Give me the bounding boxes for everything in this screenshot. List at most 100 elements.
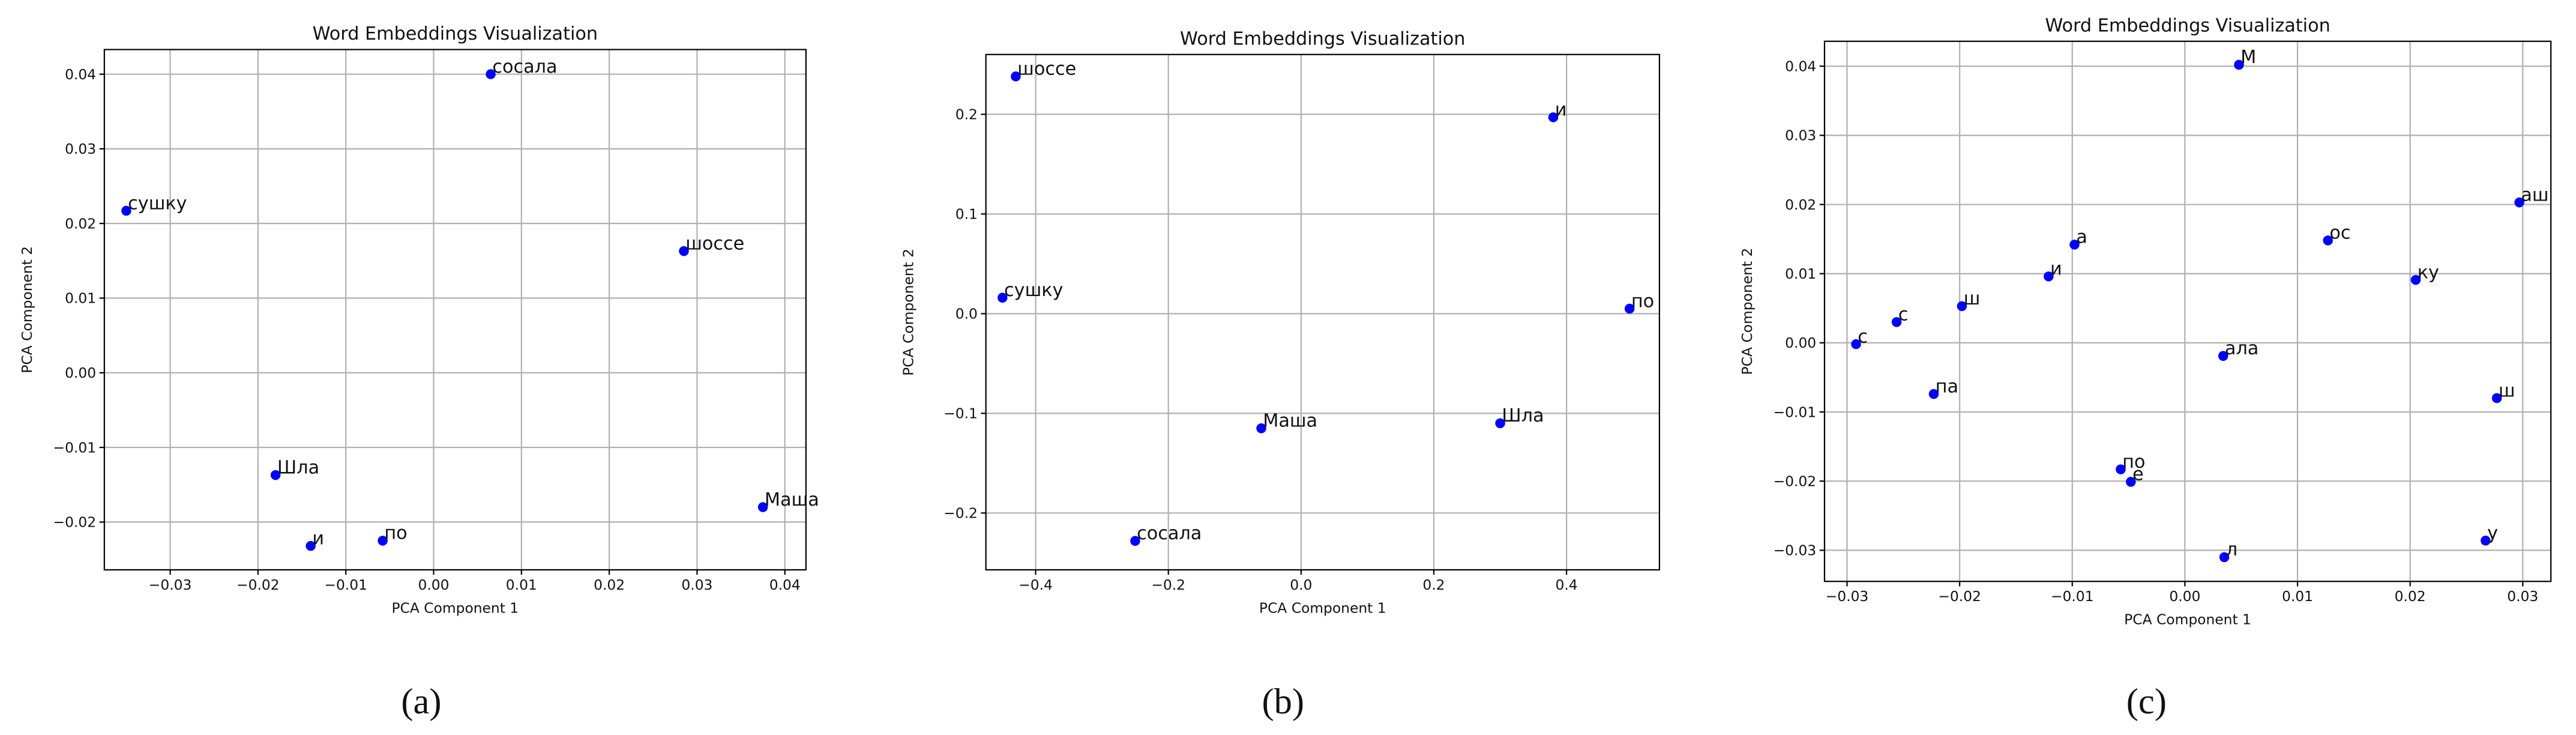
x-tick-label: 0.01 (506, 576, 537, 593)
point (378, 536, 388, 546)
y-tick-label: 0.04 (1785, 58, 1816, 74)
x-tick-label: 0.4 (1556, 576, 1578, 593)
point-label: сосала (492, 56, 557, 77)
point (2218, 351, 2228, 361)
point (1957, 301, 1967, 312)
plot-frame (103, 49, 807, 571)
x-tick-label: 0.2 (1422, 576, 1445, 593)
y-tick-label: −0.2 (943, 505, 978, 522)
y-tick-label: 0.03 (1785, 127, 1816, 144)
x-tick-label: −0.2 (1151, 576, 1185, 593)
point (757, 502, 768, 512)
point (305, 540, 316, 551)
point-label: по (384, 523, 407, 544)
y-axis-label: PCA Component 2 (19, 246, 35, 374)
point (1130, 536, 1140, 546)
x-tick-label: 0.0 (1290, 576, 1312, 593)
point-label: и (312, 528, 324, 549)
point (486, 69, 496, 79)
x-axis-label: PCA Component 1 (1259, 599, 1386, 616)
point (1011, 71, 1021, 82)
point-label: сушку (1004, 280, 1063, 301)
x-tick-label: −0.4 (1019, 576, 1053, 593)
point (2410, 274, 2421, 285)
point-label: Маша (765, 489, 819, 510)
point (2481, 535, 2491, 546)
point-label: аш (2521, 184, 2548, 205)
point-label: па (1936, 376, 1958, 397)
y-tick-label: 0.00 (65, 364, 96, 381)
y-tick-label: 0.04 (65, 66, 96, 83)
chart-title: Word Embeddings Visualization (2045, 15, 2330, 36)
point-label: и (2050, 259, 2062, 280)
plot-frame (985, 53, 1660, 571)
y-tick-label: 0.02 (65, 215, 96, 232)
point (1928, 389, 1939, 399)
point (121, 205, 131, 216)
y-axis-label: PCA Component 2 (900, 249, 917, 376)
y-tick-label: 0.01 (65, 290, 96, 307)
point (2514, 197, 2524, 208)
caption: (c) (2126, 682, 2167, 722)
point (1256, 423, 1266, 434)
point-label: а (2076, 227, 2087, 248)
point-label: шоссе (685, 233, 744, 254)
y-tick-label: 0.00 (1785, 334, 1816, 351)
x-tick-label: 0.02 (2395, 588, 2426, 605)
point-label: сушку (128, 193, 187, 214)
x-tick-label: −0.01 (2051, 588, 2094, 605)
plot-frame (1823, 40, 2552, 582)
y-tick-label: −0.02 (53, 514, 97, 531)
point-label: с (1898, 304, 1909, 325)
x-tick-label: −0.01 (324, 576, 367, 593)
chart-title: Word Embeddings Visualization (1180, 28, 1465, 49)
y-tick-label: 0.03 (65, 141, 96, 157)
point (2069, 240, 2080, 250)
point-label: у (2487, 523, 2498, 544)
y-axis-label: PCA Component 2 (1739, 248, 1756, 375)
x-tick-label: −0.03 (149, 576, 192, 593)
point (998, 292, 1008, 303)
x-tick-label: −0.03 (1826, 588, 1869, 605)
point-label: ш (1964, 288, 1981, 309)
point-label: по (2122, 452, 2145, 473)
x-axis-label: PCA Component 1 (2124, 611, 2251, 628)
point-label: Шла (1502, 405, 1544, 426)
point (1891, 317, 1902, 327)
point (1548, 112, 1559, 122)
point (2234, 59, 2244, 70)
y-tick-label: −0.01 (1774, 404, 1817, 420)
x-tick-label: −0.02 (236, 576, 280, 593)
x-tick-label: 0.00 (418, 576, 449, 593)
y-tick-label: −0.02 (1774, 473, 1817, 489)
x-tick-label: 0.02 (594, 576, 625, 593)
point-label: шоссе (1017, 59, 1076, 80)
point (1624, 303, 1635, 314)
y-tick-label: 0.02 (1785, 196, 1816, 213)
point-label: ку (2418, 262, 2439, 283)
point (2126, 477, 2136, 487)
x-tick-label: 0.00 (2169, 588, 2200, 605)
caption: (b) (1262, 682, 1304, 722)
point-label: Шла (277, 457, 319, 478)
point-label: л (2226, 539, 2237, 560)
point-label: е (2132, 464, 2144, 485)
x-tick-label: 0.03 (2507, 588, 2538, 605)
y-tick-label: 0.2 (955, 106, 978, 123)
y-tick-label: −0.03 (1774, 542, 1817, 559)
point (1851, 339, 1861, 349)
point (2044, 271, 2054, 282)
x-tick-label: −0.02 (1938, 588, 1981, 605)
point (2491, 393, 2502, 404)
y-tick-label: 0.01 (1785, 265, 1816, 282)
x-tick-label: 0.03 (681, 576, 712, 593)
y-tick-label: −0.1 (943, 405, 978, 422)
y-tick-label: −0.01 (53, 439, 97, 456)
point (270, 470, 281, 480)
point-label: по (1631, 291, 1654, 312)
point-label: сосала (1137, 523, 1202, 544)
point-label: ш (2499, 380, 2515, 401)
point (2219, 552, 2230, 563)
point (2116, 464, 2126, 474)
